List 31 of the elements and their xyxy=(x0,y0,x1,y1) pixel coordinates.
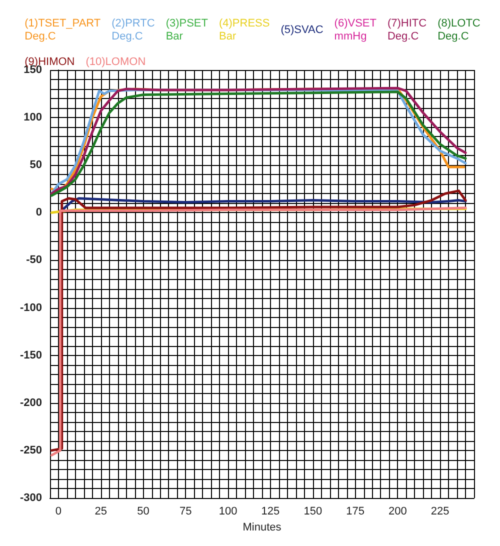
text: (8)LOTC Deg.C xyxy=(438,18,480,42)
text: (1)TSET_PART Deg.C xyxy=(24,18,101,42)
x-tick-label: 125 xyxy=(261,506,280,518)
y-tick-label: 150 xyxy=(24,64,42,76)
text: (4)PRESS Bar xyxy=(218,18,270,42)
x-tick-label: 100 xyxy=(218,506,238,518)
y-tick-label: -200 xyxy=(20,396,42,409)
y-tick-label: -100 xyxy=(20,302,42,314)
x-tick-label: 50 xyxy=(137,506,150,518)
x-tick-label: 225 xyxy=(430,506,450,518)
text: (10)LOMON xyxy=(86,56,146,68)
x-tick-label: 150 xyxy=(304,506,322,518)
x-tick-label: 200 xyxy=(388,506,407,518)
line-series xyxy=(62,197,467,210)
y-tick-label: 100 xyxy=(24,112,42,124)
legend-label: (6)VSET mmHg xyxy=(334,18,377,42)
x-tick-label: 75 xyxy=(180,506,192,518)
legend-label: (3)PSET Bar xyxy=(166,18,208,42)
y-tick-label: 0 xyxy=(36,206,42,219)
x-tick-label: 0 xyxy=(55,506,62,518)
y-tick-label: -250 xyxy=(20,444,42,456)
text: (7)HITC Deg.C xyxy=(387,18,427,42)
text: (2)PRTC Deg.C xyxy=(112,18,155,42)
x-tick-label: 25 xyxy=(94,506,108,518)
y-tick-label: -300 xyxy=(20,492,42,504)
text: (5)SVAC xyxy=(280,24,324,36)
x-tick-label: 175 xyxy=(346,506,364,518)
y-tick-label: 50 xyxy=(30,159,42,172)
x-axis-title: Minutes xyxy=(242,521,282,534)
y-tick-label: -50 xyxy=(26,254,42,266)
y-tick-label: -150 xyxy=(20,349,42,362)
